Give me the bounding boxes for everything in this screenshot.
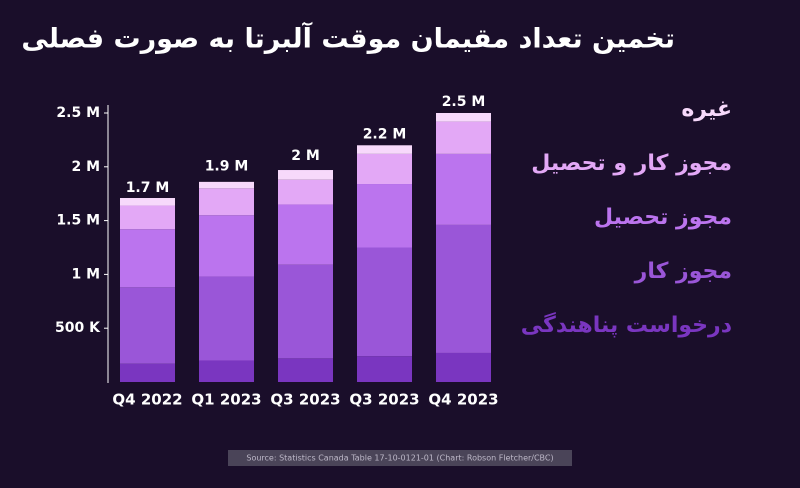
chart-title: تخمین تعداد مقیمان موقت آلبرتا به صورت ف… — [21, 22, 675, 55]
x-tick-label: Q1 2023 — [191, 391, 261, 409]
bar-segment — [199, 188, 254, 216]
total-label: 1.7 M — [126, 180, 170, 196]
bar-segment — [357, 247, 412, 357]
bar-segment — [436, 113, 491, 122]
bar-segment — [357, 184, 412, 248]
bar-segment — [199, 215, 254, 277]
y-tick-label: 1.5 M — [56, 213, 100, 229]
x-tick-label: Q4 2022 — [112, 391, 182, 409]
bar-segment — [120, 205, 175, 230]
source: Source: Statistics Canada Table 17-10-01… — [246, 454, 553, 463]
legend-entry: مجوز تحصیل — [594, 205, 732, 230]
bar-segment — [278, 170, 333, 180]
bar-segment — [278, 358, 333, 382]
bar-segment — [436, 224, 491, 353]
y-tick-label: 2 M — [71, 159, 100, 175]
bar-segment — [436, 352, 491, 382]
y-tick-label: 500 K — [55, 320, 101, 336]
legend-entry: مجوز کار — [634, 259, 732, 284]
bar-segment — [278, 264, 333, 359]
bar-segment — [199, 181, 254, 189]
bar-segment — [357, 153, 412, 185]
bar-segment — [120, 287, 175, 364]
bar-segment — [120, 229, 175, 288]
total-label: 2 M — [291, 148, 320, 164]
total-label: 1.9 M — [205, 159, 249, 175]
bar-segment — [120, 363, 175, 382]
bar-segment — [278, 179, 333, 205]
bar-segment — [436, 121, 491, 154]
x-tick-label: Q3 2023 — [349, 391, 419, 409]
y-tick-label: 2.5 M — [56, 105, 100, 121]
bar-segment — [199, 360, 254, 382]
bar-segment — [357, 356, 412, 382]
bar-segment — [199, 276, 254, 361]
bar-segment — [278, 204, 333, 265]
bar-segment — [357, 145, 412, 154]
x-tick-label: Q3 2023 — [270, 391, 340, 409]
legend-entry: غیره — [681, 97, 732, 122]
bar-segment — [120, 198, 175, 206]
x-tick-label: Q4 2023 — [428, 391, 498, 409]
legend-entry: درخواست پناهندگی — [521, 311, 732, 338]
y-tick-label: 1 M — [71, 266, 100, 282]
legend-entry: مجوز کار و تحصیل — [531, 151, 732, 176]
source-box — [228, 450, 572, 466]
total-label: 2.2 M — [363, 126, 407, 142]
bar-segment — [436, 153, 491, 225]
total-label: 2.5 M — [442, 94, 486, 110]
